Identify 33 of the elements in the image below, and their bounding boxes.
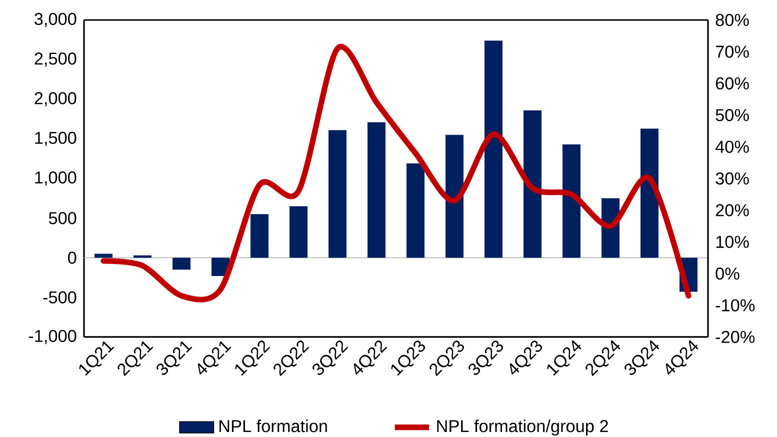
y-tick-label: 2,500 [34,52,76,67]
y-tick-label: 500 [48,212,76,224]
bar [640,128,658,258]
y-tick-label: 0 [68,252,76,264]
bar [562,144,580,258]
bar [368,122,386,258]
y2-tick-label: 80% [716,14,749,26]
y2-tick-label: 10% [716,236,749,248]
bar [250,214,269,258]
y-tick-label: -1,000 [28,330,76,344]
y2-tick-label: 30% [716,172,749,185]
y2-tick-label: 50% [716,109,749,122]
y2-tick-label: 20% [716,204,749,216]
y-tick-label: -500 [43,291,76,304]
bar [446,134,464,258]
y2-tick-label: 60% [716,77,749,90]
bar [406,163,424,258]
bar [328,130,347,258]
y2-tick-label: -20% [716,330,755,344]
y2-tick-label: -10% [716,299,755,312]
legend-label: NPL formation [220,420,327,432]
y-tick-label: 2,000 [34,92,76,106]
y2-tick-label: 70% [716,46,749,58]
bar [484,40,502,258]
y-tick-label: 1,000 [35,171,76,186]
bar [172,258,191,270]
y-tick-label: 1,500 [35,132,76,146]
bar [290,206,308,258]
y2-tick-label: 40% [715,140,749,153]
legend-label: NPL formation/group 2 [437,420,608,436]
bar [524,110,542,258]
y2-tick-label: 0% [716,268,740,280]
y-tick-label: 3,000 [34,12,76,28]
